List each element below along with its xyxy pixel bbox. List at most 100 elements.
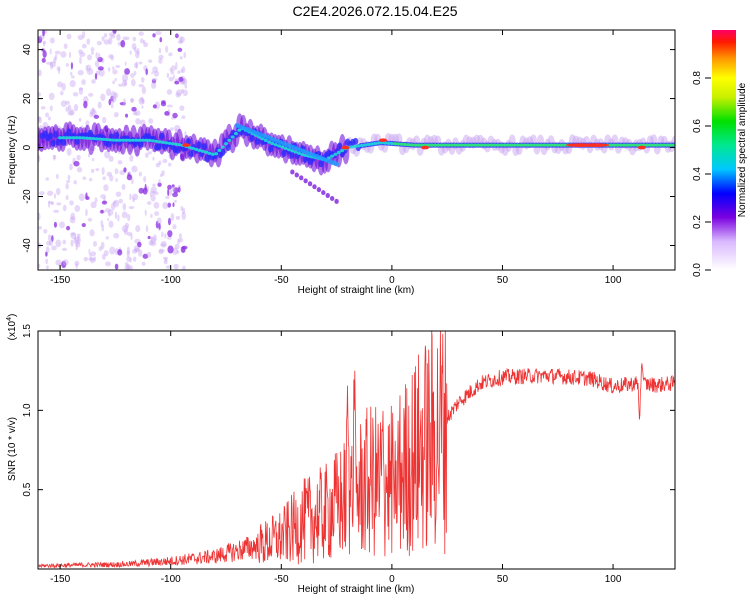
ridge-peak: [549, 143, 554, 147]
ridge-peak: [383, 141, 388, 145]
noise-speckle: [172, 247, 179, 256]
noise-speckle: [78, 87, 84, 95]
ridge-peak: [486, 143, 491, 147]
colorbar-gradient: [712, 30, 736, 270]
noise-speckle: [179, 105, 185, 111]
noise-speckle: [97, 66, 104, 71]
noise-speckle: [162, 158, 168, 164]
noise-speckle: [137, 249, 143, 257]
noise-speckle: [183, 51, 187, 59]
ridge-peak: [330, 154, 335, 158]
colorbar-ticks: 0.0 0.2 0.4 0.6 0.8: [692, 71, 711, 277]
ridge-peak: [336, 150, 341, 155]
noise-speckle: [165, 45, 169, 53]
noise-speckle: [38, 116, 42, 124]
noise-speckle: [38, 263, 41, 269]
noise-speckle: [65, 182, 69, 190]
noise-speckle: [143, 42, 149, 48]
noise-speckle: [101, 253, 106, 260]
noise-speckle: [112, 69, 118, 75]
ridge-peak: [433, 143, 438, 147]
noise-speckle: [95, 168, 100, 172]
ridge-hotspot: [637, 145, 646, 150]
noise-speckle: [150, 236, 153, 243]
noise-speckle: [49, 37, 55, 44]
noise-speckle: [155, 30, 162, 36]
noise-speckle: [131, 193, 139, 201]
noise-speckle: [138, 61, 143, 65]
noise-speckle: [110, 104, 114, 109]
noise-speckle: [130, 72, 135, 79]
noise-speckle: [177, 238, 180, 245]
ridge-peak: [296, 151, 301, 155]
noise-speckle: [161, 231, 164, 238]
noise-speckle: [177, 40, 183, 44]
noise-speckle: [136, 47, 140, 55]
noise-speckle: [92, 107, 95, 112]
ridge-peak: [628, 143, 633, 147]
ridge-peak: [449, 143, 454, 147]
noise-speckle: [124, 222, 130, 229]
noise-speckle: [101, 167, 105, 175]
ridge-peak: [353, 144, 358, 149]
ridge-peak: [559, 143, 564, 147]
noise-speckle: [85, 192, 88, 199]
colorbar-tick-label: 0.0: [692, 263, 703, 277]
ridge-hotspot: [182, 143, 191, 147]
ridge-core: [201, 143, 207, 151]
noise-speckle: [89, 253, 92, 259]
noise-speckle: [43, 41, 46, 47]
ridge-peak: [197, 148, 202, 152]
noise-speckle: [90, 201, 97, 209]
ridge-peak: [237, 128, 242, 132]
noise-speckle: [138, 31, 144, 36]
noise-speckle: [168, 162, 172, 167]
noise-speckle: [86, 64, 92, 72]
noise-speckle: [45, 258, 48, 265]
ridge-peak: [64, 136, 69, 140]
ridge-core: [50, 139, 56, 147]
noise-speckle: [155, 162, 161, 168]
ridge-peak: [356, 144, 361, 148]
ridge-peak: [496, 143, 501, 147]
ridge-peak: [154, 139, 159, 143]
ridge-core: [61, 138, 67, 146]
ridge-peak: [68, 136, 73, 140]
snr-x-tick-label: -150: [50, 574, 70, 585]
noise-speckle: [176, 89, 183, 96]
noise-speckle: [66, 148, 72, 156]
ridge-core: [337, 142, 343, 150]
noise-speckle: [144, 183, 147, 192]
noise-speckle: [180, 88, 185, 94]
ridge-tail: [312, 184, 317, 190]
noise-speckle: [108, 220, 114, 228]
noise-speckle: [131, 178, 134, 185]
ridge-peak: [360, 143, 365, 148]
noise-speckle: [178, 233, 182, 239]
noise-speckle: [177, 47, 183, 52]
spectrogram-panel: -150 -100 -50 0 50 100 -40 -20 0 20 40 Height of …: [7, 29, 676, 296]
noise-speckle: [78, 117, 82, 122]
noise-speckle: [47, 200, 51, 208]
noise-speckle: [121, 79, 128, 87]
noise-speckle: [102, 176, 106, 180]
noise-speckle: [142, 39, 146, 45]
ridge-peak: [124, 138, 129, 142]
noise-speckle: [172, 112, 178, 119]
colorbar-tick-label: 0.8: [692, 71, 703, 85]
ridge-peak: [101, 137, 106, 141]
noise-speckle: [129, 193, 132, 201]
snr-y-tick-label: 0.5: [22, 482, 33, 496]
noise-speckle: [139, 38, 144, 44]
spectrogram-y-tick-label: -40: [22, 238, 33, 253]
spectrogram-y-tick-label: 0: [22, 144, 33, 150]
ridge-peak: [210, 152, 215, 156]
ridge-peak: [632, 143, 637, 147]
ridge-peak: [147, 138, 152, 142]
snr-x-axis: -150 -100 -50 0 50 100: [50, 331, 622, 585]
noise-speckle: [168, 189, 173, 196]
noise-speckle: [86, 67, 94, 76]
noise-speckle: [129, 50, 132, 55]
noise-speckle: [168, 76, 174, 82]
ridge-peak: [668, 143, 673, 147]
